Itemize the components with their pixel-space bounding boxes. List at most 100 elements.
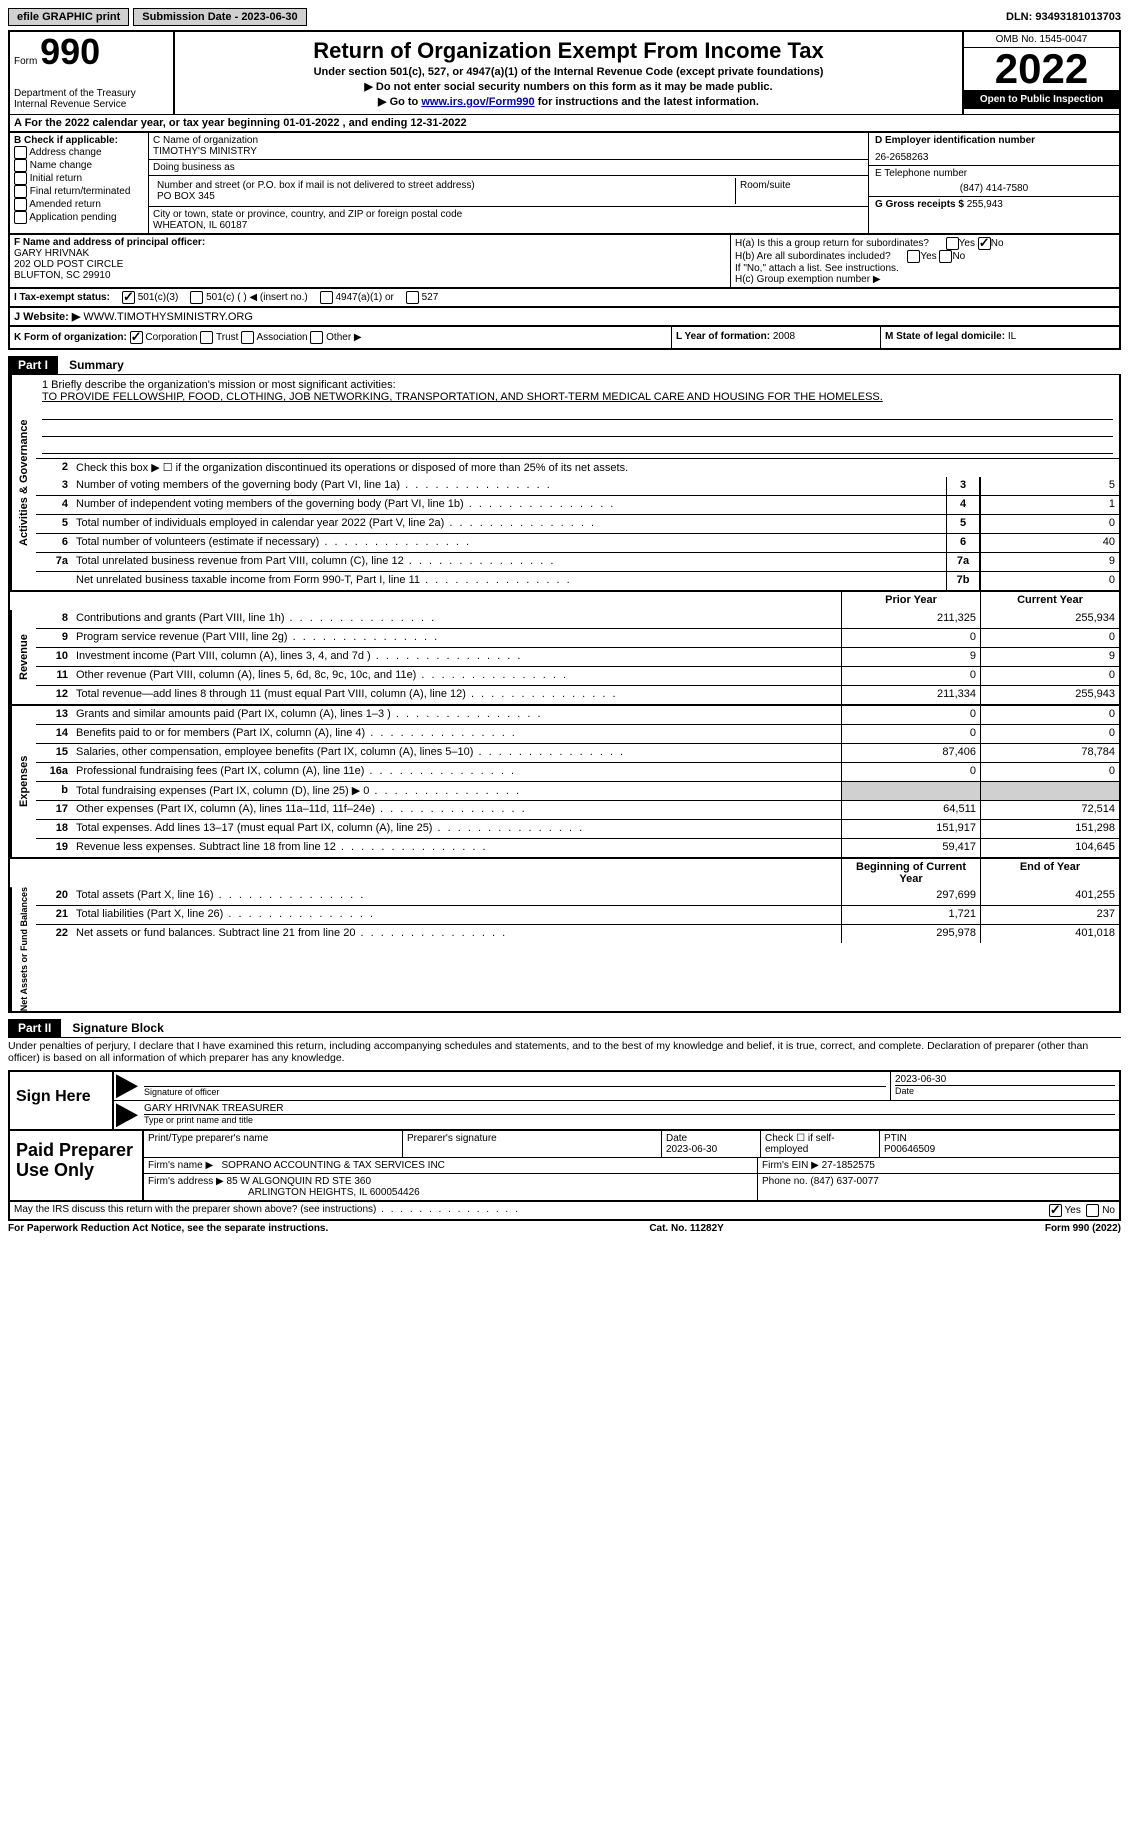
mission-text: TO PROVIDE FELLOWSHIP, FOOD, CLOTHING, J… xyxy=(42,391,1113,403)
signer-name-label: Type or print name and title xyxy=(144,1114,1115,1125)
hc-label: H(c) Group exemption number ▶ xyxy=(735,274,1115,285)
city-value: WHEATON, IL 60187 xyxy=(153,220,864,231)
l-value: 2008 xyxy=(773,331,795,342)
tax-year: 2022 xyxy=(964,48,1119,90)
prep-c2: Preparer's signature xyxy=(403,1131,662,1157)
ha-yes-label: Yes xyxy=(959,238,975,249)
summary-line: 21Total liabilities (Part X, line 26)1,7… xyxy=(36,905,1119,924)
hb-label: H(b) Are all subordinates included? xyxy=(735,251,891,262)
footer-row: For Paperwork Reduction Act Notice, see … xyxy=(8,1223,1121,1234)
assoc-checkbox[interactable] xyxy=(241,331,254,344)
goto-post: for instructions and the latest informat… xyxy=(535,96,759,108)
pra-notice: For Paperwork Reduction Act Notice, see … xyxy=(8,1223,328,1234)
ha-yes-checkbox[interactable] xyxy=(946,237,959,250)
exp-side-label: Expenses xyxy=(10,706,36,857)
sig-date: 2023-06-30 xyxy=(895,1074,1115,1085)
other-checkbox[interactable] xyxy=(310,331,323,344)
row-fh: F Name and address of principal officer:… xyxy=(8,233,1121,287)
submission-date-button[interactable]: Submission Date - 2023-06-30 xyxy=(133,8,306,26)
org-name-label: C Name of organization xyxy=(153,135,864,146)
summary-line: 4Number of independent voting members of… xyxy=(36,495,1119,514)
form-number: 990 xyxy=(40,31,100,72)
na-side-label: Net Assets or Fund Balances xyxy=(10,887,36,1011)
name-change-checkbox[interactable] xyxy=(14,159,27,172)
amended-checkbox[interactable] xyxy=(14,198,27,211)
street-label: Number and street (or P.O. box if mail i… xyxy=(157,180,731,191)
501c3-checkbox[interactable] xyxy=(122,291,135,304)
na-section: Net Assets or Fund Balances 20Total asse… xyxy=(10,887,1119,1011)
col-d-info: D Employer identification number 26-2658… xyxy=(869,133,1119,233)
addr-change-checkbox[interactable] xyxy=(14,146,27,159)
col-b-title: B Check if applicable: xyxy=(14,135,144,146)
bcy-hdr: Beginning of Current Year xyxy=(841,859,980,887)
final-label: Final return/terminated xyxy=(30,186,131,197)
k-label: K Form of organization: xyxy=(14,332,127,343)
summary-line: 18Total expenses. Add lines 13–17 (must … xyxy=(36,819,1119,838)
527-checkbox[interactable] xyxy=(406,291,419,304)
phone-value: (847) 414-7580 xyxy=(875,183,1113,194)
discuss-yes-checkbox[interactable] xyxy=(1049,1204,1062,1217)
declaration-text: Under penalties of perjury, I declare th… xyxy=(8,1037,1121,1066)
gross-value: 255,943 xyxy=(967,199,1003,210)
row-a-period: A For the 2022 calendar year, or tax yea… xyxy=(8,114,1121,131)
discuss-no-checkbox[interactable] xyxy=(1086,1204,1099,1217)
trust-checkbox[interactable] xyxy=(200,331,213,344)
final-checkbox[interactable] xyxy=(14,185,27,198)
firm-ein: 27-1852575 xyxy=(822,1160,875,1171)
phone-label: E Telephone number xyxy=(875,168,1113,179)
h-group: H(a) Is this a group return for subordin… xyxy=(731,235,1119,287)
pending-checkbox[interactable] xyxy=(14,211,27,224)
city-label: City or town, state or province, country… xyxy=(153,209,864,220)
summary-line: 14Benefits paid to or for members (Part … xyxy=(36,724,1119,743)
corp-checkbox[interactable] xyxy=(130,331,143,344)
irs-link[interactable]: www.irs.gov/Form990 xyxy=(421,96,534,108)
form-label: Form xyxy=(14,56,37,67)
title-cell: Return of Organization Exempt From Incom… xyxy=(175,32,962,114)
firm-name: SOPRANO ACCOUNTING & TAX SERVICES INC xyxy=(222,1160,445,1171)
hb-yes-checkbox[interactable] xyxy=(907,250,920,263)
irs-label: Internal Revenue Service xyxy=(14,99,169,110)
part1-title: Summary xyxy=(61,356,132,374)
efile-button[interactable]: efile GRAPHIC print xyxy=(8,8,129,26)
rev-section: Revenue 8Contributions and grants (Part … xyxy=(10,610,1119,704)
hb-no-checkbox[interactable] xyxy=(939,250,952,263)
gross-label: G Gross receipts $ xyxy=(875,199,964,210)
col-b-checkboxes: B Check if applicable: Address change Na… xyxy=(10,133,149,233)
i-label: I Tax-exempt status: xyxy=(14,292,110,303)
sig-date-label: Date xyxy=(895,1085,1115,1096)
ag-side-label: Activities & Governance xyxy=(10,375,36,590)
form-header: Form 990 Department of the Treasury Inte… xyxy=(8,30,1121,114)
section-bcd: B Check if applicable: Address change Na… xyxy=(8,131,1121,233)
summary-line: 22Net assets or fund balances. Subtract … xyxy=(36,924,1119,943)
form-number-cell: Form 990 Department of the Treasury Inte… xyxy=(10,32,175,114)
4947-checkbox[interactable] xyxy=(320,291,333,304)
other-label: Other ▶ xyxy=(326,332,361,343)
exp-section: Expenses 13Grants and similar amounts pa… xyxy=(10,704,1119,857)
addr-change-label: Address change xyxy=(29,147,101,158)
l-label: L Year of formation: xyxy=(676,331,770,342)
summary-line: 15Salaries, other compensation, employee… xyxy=(36,743,1119,762)
goto-pre: ▶ Go to xyxy=(378,96,421,108)
initial-checkbox[interactable] xyxy=(14,172,27,185)
part2-tag: Part II xyxy=(8,1019,61,1037)
corp-label: Corporation xyxy=(145,332,197,343)
part1-box: Activities & Governance 1 Briefly descri… xyxy=(8,374,1121,1013)
summary-line: 12Total revenue—add lines 8 through 11 (… xyxy=(36,685,1119,704)
rev-side-label: Revenue xyxy=(10,610,36,704)
ha-label: H(a) Is this a group return for subordin… xyxy=(735,238,929,249)
amended-label: Amended return xyxy=(29,199,101,210)
hb-no-label: No xyxy=(952,251,965,262)
form-subtitle: Under section 501(c), 527, or 4947(a)(1)… xyxy=(179,66,958,78)
top-bar: efile GRAPHIC print Submission Date - 20… xyxy=(8,8,1121,26)
ag-section: Activities & Governance 1 Briefly descri… xyxy=(10,375,1119,590)
mission-block: 1 Briefly describe the organization's mi… xyxy=(36,375,1119,458)
preparer-block: Paid Preparer Use Only Print/Type prepar… xyxy=(8,1131,1121,1202)
ha-no-checkbox[interactable] xyxy=(978,237,991,250)
summary-line: 16aProfessional fundraising fees (Part I… xyxy=(36,762,1119,781)
501c-checkbox[interactable] xyxy=(190,291,203,304)
501c-label: 501(c) ( ) ◀ (insert no.) xyxy=(206,292,308,303)
dln-label: DLN: 93493181013703 xyxy=(1006,11,1121,23)
goto-note: ▶ Go to www.irs.gov/Form990 for instruct… xyxy=(179,95,958,108)
ein-value: 26-2658263 xyxy=(875,152,1113,163)
j-label: J Website: ▶ xyxy=(14,311,80,323)
